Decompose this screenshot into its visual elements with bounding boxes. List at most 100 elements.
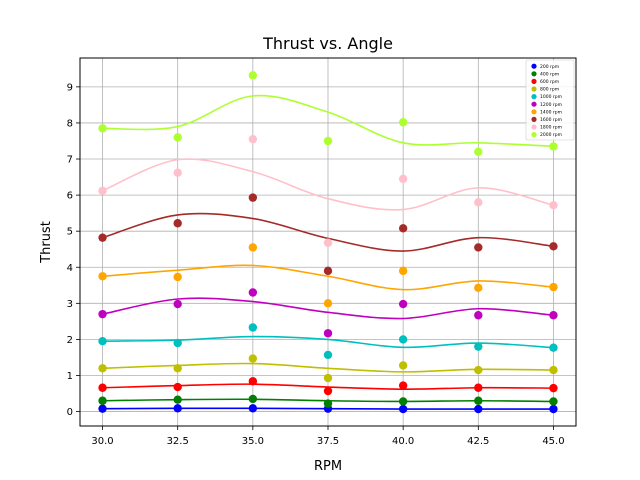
data-point (248, 243, 258, 252)
x-tick-label: 32.5 (167, 436, 189, 447)
legend-marker (531, 132, 537, 138)
x-axis-label: RPM (314, 459, 342, 474)
series-points (98, 71, 558, 414)
x-tick-label: 42.5 (467, 436, 489, 447)
data-point (173, 299, 182, 309)
data-point (323, 266, 333, 276)
data-point (549, 142, 558, 151)
data-point (549, 201, 558, 210)
y-tick-label: 7 (67, 155, 73, 166)
data-point (248, 404, 258, 413)
series-line (102, 264, 554, 291)
data-point (549, 383, 558, 393)
y-tick-label: 4 (67, 263, 73, 274)
x-tick-label: 45.0 (542, 436, 564, 447)
data-point (248, 134, 258, 144)
y-tick-label: 8 (67, 118, 73, 129)
legend-label: 1400 rpm (540, 109, 562, 115)
data-point (398, 397, 408, 406)
data-point (323, 386, 333, 396)
data-point (98, 233, 107, 242)
legend-label: 1000 rpm (540, 94, 562, 100)
legend-marker (531, 86, 537, 92)
y-tick-label: 1 (67, 371, 73, 382)
data-point (173, 338, 182, 348)
data-point (98, 337, 107, 346)
data-point (474, 342, 483, 351)
y-tick-label: 5 (67, 227, 73, 238)
data-point (173, 272, 182, 282)
legend-label: 600 rpm (540, 79, 559, 85)
data-point (549, 343, 558, 352)
y-tick-label: 0 (67, 407, 73, 418)
data-point (398, 361, 408, 370)
data-point (98, 364, 107, 373)
legend-label: 1800 rpm (540, 125, 562, 131)
data-point (248, 377, 258, 386)
data-point (98, 186, 107, 195)
data-point (474, 383, 483, 392)
legend-box (525, 59, 575, 141)
x-tick-label: 30.0 (91, 436, 113, 447)
data-point (98, 124, 107, 133)
legend-marker (531, 63, 537, 69)
legend-marker (531, 94, 537, 100)
data-point (549, 397, 558, 406)
data-point (248, 323, 258, 332)
data-point (173, 133, 182, 142)
data-point (323, 238, 333, 247)
data-point (474, 198, 483, 207)
series-line (102, 212, 554, 252)
legend-marker (531, 78, 537, 84)
y-tick-label: 3 (67, 299, 73, 310)
legend-marker (531, 116, 537, 122)
data-point (173, 382, 182, 392)
data-point (398, 335, 408, 344)
data-point (549, 404, 558, 414)
data-point (474, 311, 483, 320)
legend-marker (531, 124, 537, 130)
data-point (98, 383, 107, 392)
data-point (173, 168, 182, 177)
legend-label: 2000 rpm (540, 132, 562, 138)
data-point (323, 350, 333, 360)
data-point (323, 399, 333, 408)
data-point (98, 272, 107, 281)
series-line (102, 297, 554, 320)
data-point (398, 299, 408, 309)
data-point (474, 404, 483, 414)
y-tick-label: 6 (67, 191, 73, 202)
legend-marker (531, 71, 537, 77)
data-point (323, 299, 333, 308)
data-point (173, 364, 182, 373)
data-point (248, 193, 258, 202)
y-tick-label: 9 (67, 82, 73, 93)
data-point (398, 381, 408, 390)
data-point (474, 243, 483, 252)
chart-title: Thrust vs. Angle (262, 34, 393, 53)
data-point (323, 373, 333, 383)
data-point (398, 404, 408, 414)
legend-label: 1200 rpm (540, 102, 562, 108)
legend-label: 1600 rpm (540, 117, 562, 123)
data-point (248, 71, 258, 80)
data-point (173, 219, 182, 228)
data-point (549, 242, 558, 251)
y-axis-label: Thrust (39, 221, 54, 264)
legend-marker (531, 101, 537, 107)
x-tick-label: 40.0 (392, 436, 414, 447)
data-point (398, 266, 408, 276)
data-point (248, 394, 258, 404)
data-point (173, 404, 182, 413)
legend-marker (531, 109, 537, 115)
data-point (549, 282, 558, 292)
series-line (102, 94, 554, 148)
data-point (474, 283, 483, 293)
data-point (323, 329, 333, 338)
y-axis-ticks: 0 1 2 3 4 5 6 7 8 9 (67, 82, 80, 418)
data-point (549, 365, 558, 375)
data-point (398, 118, 408, 127)
data-point (98, 396, 107, 405)
data-point (173, 395, 182, 404)
